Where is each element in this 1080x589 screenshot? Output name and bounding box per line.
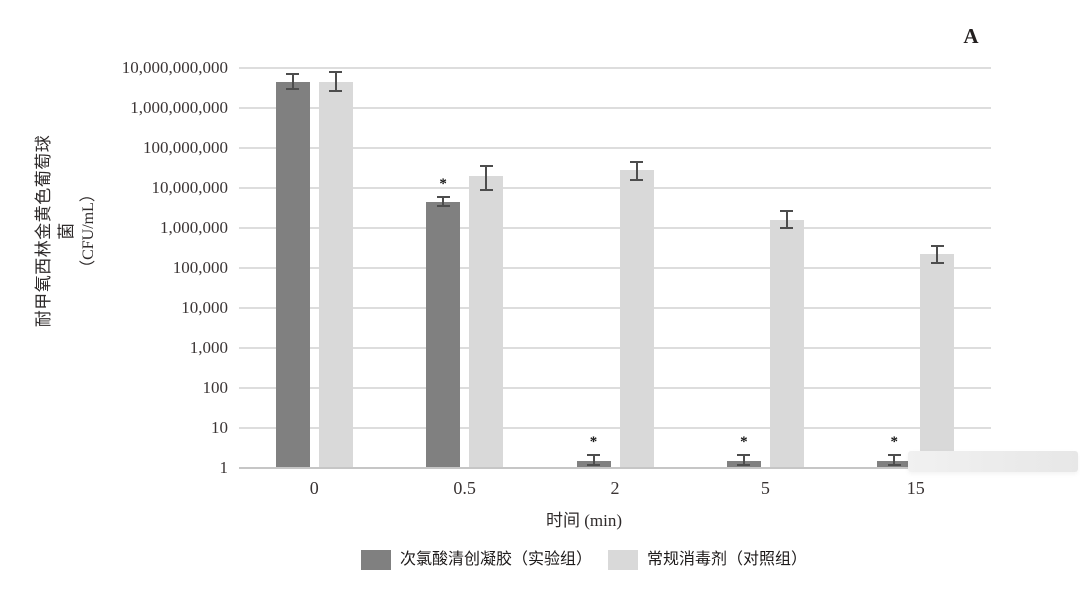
error-bar-cap-top: [286, 73, 300, 76]
y-tick-label: 100,000,000: [143, 138, 228, 157]
y-tick-label: 10,000,000: [151, 178, 229, 197]
bar-control: [318, 81, 353, 468]
error-bar-whisker: [291, 74, 294, 89]
error-bar-whisker: [442, 196, 445, 207]
bar-control: [920, 254, 955, 468]
error-bar-cap-top: [887, 454, 901, 457]
error-bar-cap-bottom: [630, 178, 643, 181]
bar-experimental: [426, 201, 461, 468]
error-bar-whisker: [893, 455, 896, 465]
y-tick-label: 10: [211, 418, 228, 437]
error-bar-cap-bottom: [930, 262, 944, 265]
error-bar-cap-bottom: [887, 463, 901, 466]
gridline: [239, 67, 991, 69]
error-bar-cap-bottom: [329, 90, 343, 93]
gridline: [239, 227, 991, 229]
x-tick-label: 2: [610, 478, 620, 498]
y-tick-label: 10,000: [181, 298, 228, 317]
x-axis-title: 时间 (min): [545, 511, 623, 530]
x-tick-label: 0.5: [453, 478, 476, 498]
significance-asterisk: *: [740, 434, 748, 451]
gridline: [239, 347, 991, 349]
legend-label-control: 常规消毒剂（对照组）: [647, 551, 808, 568]
x-tick-label: 5: [760, 478, 770, 498]
error-bar-cap-bottom: [479, 188, 493, 191]
y-tick-label: 1,000,000: [160, 218, 228, 237]
panel-label: A: [963, 24, 979, 48]
significance-asterisk: *: [439, 175, 447, 192]
y-tick-label: 1,000: [189, 338, 228, 357]
legend-swatch-control: [608, 549, 638, 570]
error-bar-cap-top: [780, 209, 794, 212]
scan-artifact: [908, 451, 1078, 472]
gridline: [239, 187, 991, 189]
gridline: [239, 267, 991, 269]
error-bar-whisker: [785, 210, 788, 228]
error-bar-cap-bottom: [587, 463, 600, 466]
error-bar-whisker: [334, 71, 337, 92]
error-bar-cap-top: [930, 245, 944, 248]
error-bar-whisker: [485, 166, 488, 190]
error-bar-cap-top: [630, 160, 643, 163]
x-axis-line: [239, 467, 991, 469]
legend-swatch-experimental: [361, 549, 391, 570]
gridline: [239, 107, 991, 109]
bar-experimental: [275, 81, 310, 468]
gridline: [239, 387, 991, 389]
x-tick-label: 15: [906, 478, 925, 498]
error-bar-cap-top: [737, 454, 751, 457]
error-bar-cap-bottom: [286, 87, 300, 90]
bar-control: [619, 170, 654, 468]
error-bar-whisker: [635, 161, 638, 180]
bar-control: [469, 175, 504, 468]
error-bar-cap-bottom: [780, 227, 794, 229]
gridline: [239, 427, 991, 429]
legend-entry-control: 常规消毒剂（对照组）: [608, 549, 807, 570]
error-bar-whisker: [592, 455, 595, 465]
error-bar-cap-top: [436, 195, 450, 198]
y-tick-label: 100: [202, 378, 229, 397]
x-tick-label: 0: [309, 478, 319, 498]
error-bar-cap-top: [587, 454, 600, 457]
legend-label-experimental: 次氯酸清创凝胶（实验组）: [400, 551, 593, 568]
gridline: [239, 307, 991, 309]
y-tick-label: 1: [219, 458, 229, 477]
bar-control: [769, 219, 804, 468]
y-tick-label: 10,000,000,000: [121, 58, 228, 77]
error-bar-cap-bottom: [737, 463, 751, 466]
error-bar-cap-top: [479, 165, 493, 168]
error-bar-whisker: [936, 246, 939, 264]
significance-asterisk: *: [589, 434, 598, 451]
gridline: [239, 147, 991, 149]
y-tick-label: 100,000: [172, 258, 228, 277]
error-bar-whisker: [742, 455, 745, 465]
significance-asterisk: *: [890, 434, 899, 451]
y-tick-label: 1,000,000,000: [130, 98, 228, 117]
error-bar-cap-top: [329, 70, 343, 73]
legend-entry-experimental: 次氯酸清创凝胶（实验组）: [361, 549, 592, 570]
error-bar-cap-bottom: [436, 205, 450, 208]
